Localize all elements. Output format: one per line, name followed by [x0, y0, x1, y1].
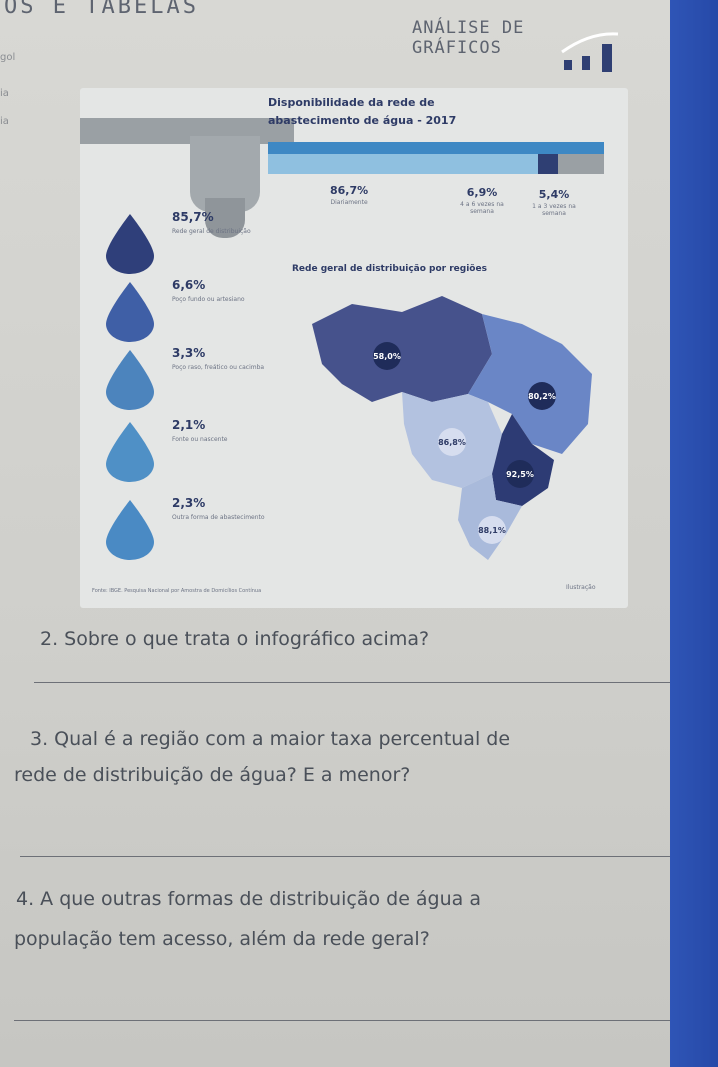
water-source-value: 6,6%	[172, 278, 206, 292]
region-value: 92,5%	[506, 470, 534, 479]
stat-value: 6,9%	[466, 186, 498, 199]
water-source-label: Rede geral de distribuição	[172, 228, 251, 235]
region-value: 86,8%	[438, 438, 466, 447]
region-southeast	[492, 414, 554, 506]
answer-line[interactable]	[20, 856, 676, 857]
workbook-page: OS E TABELAS gol ia ia ANÁLISE DE GRÁFIC…	[0, 0, 676, 1067]
question-4-line-1: 4. A que outras formas de distribuição d…	[16, 888, 481, 910]
faucet-spout	[205, 198, 245, 238]
question-2: 2. Sobre o que trata o infográfico acima…	[40, 628, 430, 650]
frequency-stat: 86,7% Diariamente	[330, 184, 368, 206]
bar-chart-icon	[561, 32, 619, 72]
water-source-item: 2,1% Fonte ou nascente	[98, 418, 288, 482]
water-source-value: 3,3%	[172, 346, 206, 360]
stat-label: 1 a 3 vezes na semana	[532, 203, 576, 217]
stat-value: 5,4%	[538, 188, 570, 201]
water-source-value: 2,1%	[172, 418, 206, 432]
region-marker	[373, 342, 401, 370]
water-drop-icon	[106, 282, 154, 342]
infographic-title: Disponibilidade da rede de abastecimento…	[268, 94, 598, 130]
section-title: OS E TABELAS	[4, 0, 199, 19]
title-line-1: Disponibilidade da rede de	[268, 96, 435, 109]
region-marker	[528, 382, 556, 410]
heading-line-1: ANÁLISE DE	[412, 18, 525, 38]
region-value: 88,1%	[478, 526, 506, 535]
frequency-stat: 5,4% 1 a 3 vezes na semana	[524, 188, 584, 217]
question-4-line-2: população tem acesso, além da rede geral…	[14, 928, 430, 950]
heading-line-2: GRÁFICOS	[412, 38, 502, 58]
region-marker	[506, 460, 534, 488]
frequency-stat: 6,9% 4 a 6 vezes na semana	[452, 186, 512, 215]
brazil-region-map: 58,0% 80,2% 86,8% 92,5% 88,1%	[312, 296, 592, 560]
faucet-icon	[80, 118, 294, 144]
water-source-label: Poço fundo ou artesiano	[172, 296, 245, 303]
water-source-value: 2,3%	[172, 496, 206, 510]
region-value: 58,0%	[373, 352, 401, 361]
frequency-segment-daily	[268, 154, 538, 174]
water-source-item: 6,6% Poço fundo ou artesiano	[98, 278, 288, 342]
answer-line[interactable]	[14, 1020, 676, 1021]
frequency-segment-4-6	[538, 154, 558, 174]
section-heading: ANÁLISE DE GRÁFICOS	[412, 18, 524, 58]
water-source-label: Fonte ou nascente	[172, 436, 228, 443]
background-edge	[670, 0, 718, 1067]
water-source-item: 2,3% Outra forma de abastecimento	[98, 496, 288, 560]
water-infographic: Disponibilidade da rede de abastecimento…	[80, 88, 628, 608]
illustration-caption: Ilustração	[566, 584, 596, 591]
margin-note: ia	[0, 116, 9, 127]
region-northeast	[468, 314, 592, 454]
margin-note: ia	[0, 88, 9, 99]
region-marker	[478, 516, 506, 544]
frequency-bar	[268, 142, 604, 174]
water-source-value: 85,7%	[172, 210, 214, 224]
water-drop-icon	[106, 500, 154, 560]
question-3-line-1: 3. Qual é a região com a maior taxa perc…	[30, 728, 511, 750]
region-value: 80,2%	[528, 392, 556, 401]
title-line-2: abastecimento de água - 2017	[268, 114, 457, 127]
frequency-bar-top	[268, 142, 604, 154]
margin-note: gol	[0, 52, 16, 63]
water-drop-icon	[106, 350, 154, 410]
region-marker	[438, 428, 466, 456]
water-source-item: 3,3% Poço raso, freático ou cacimba	[98, 346, 288, 410]
water-source-label: Outra forma de abastecimento	[172, 514, 265, 521]
water-drop-icon	[106, 214, 154, 274]
stat-value: 86,7%	[330, 184, 369, 197]
water-source-label: Poço raso, freático ou cacimba	[172, 364, 265, 371]
stat-label: 4 a 6 vezes na semana	[460, 201, 504, 215]
water-source-item: 85,7% Rede geral de distribuição	[98, 210, 288, 274]
region-north	[312, 296, 492, 402]
question-3-line-2: rede de distribuição de água? E a menor?	[14, 764, 411, 786]
source-caption: Fonte: IBGE. Pesquisa Nacional por Amost…	[92, 588, 262, 594]
stat-label: Diariamente	[330, 199, 368, 206]
region-map-title: Rede geral de distribuição por regiões	[292, 264, 487, 274]
water-drop-icon	[106, 422, 154, 482]
frequency-segment-1-3	[558, 154, 604, 174]
answer-line[interactable]	[34, 682, 670, 683]
